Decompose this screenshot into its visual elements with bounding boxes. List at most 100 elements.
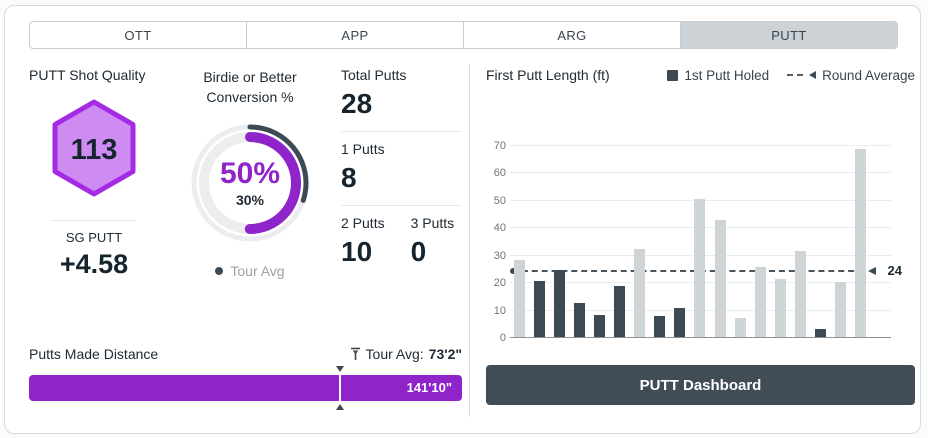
round-average-arrow-icon bbox=[868, 267, 876, 276]
bar-hole-10 bbox=[694, 198, 706, 337]
ytick-70: 70 bbox=[493, 140, 506, 152]
tab-ott[interactable]: OTT bbox=[124, 27, 152, 43]
tour-avg-position-marker bbox=[335, 366, 344, 410]
first-putt-length-chart: 24 0 10 20 30 40 50 60 70 bbox=[486, 140, 902, 344]
total-putts-row: Total Putts 28 bbox=[341, 67, 462, 132]
legend-round-avg-label: Round Average bbox=[822, 67, 915, 83]
total-putts-label: Total Putts bbox=[341, 67, 407, 83]
ytick-40: 40 bbox=[493, 222, 506, 235]
bar-hole-6-holed bbox=[614, 286, 626, 337]
bar-hole-7 bbox=[634, 249, 646, 337]
shot-quality-block: PUTT Shot Quality 113 SG PUTT +4.58 bbox=[29, 67, 159, 280]
right-panel: First Putt Length (ft) 1st Putt Holed Ro… bbox=[486, 58, 915, 433]
bar-hole-15 bbox=[794, 250, 806, 337]
ytick-60: 60 bbox=[493, 167, 506, 180]
legend-holed: 1st Putt Holed bbox=[667, 68, 769, 83]
putts-made-distance-bar[interactable]: 141'10" bbox=[29, 366, 462, 410]
marker-down-arrow-icon bbox=[335, 366, 344, 372]
shot-quality-hexagon: 113 bbox=[48, 97, 140, 204]
round-average-value: 24 bbox=[887, 263, 902, 279]
bar-hole-14 bbox=[774, 279, 786, 337]
dashed-line-icon bbox=[787, 74, 804, 76]
tour-avg-value: 73'2" bbox=[428, 346, 462, 362]
tab-arg[interactable]: ARG bbox=[463, 22, 680, 48]
tour-avg-legend: Tour Avg bbox=[159, 263, 341, 279]
shot-quality-score: 113 bbox=[70, 134, 118, 166]
putts-made-distance-header: Putts Made Distance Tour Avg: 73'2" bbox=[29, 346, 462, 362]
bar-hole-13 bbox=[754, 267, 766, 337]
bar-hole-18 bbox=[854, 149, 866, 337]
bar-hole-5-holed bbox=[594, 315, 606, 337]
player-conversion-pct: 50% bbox=[219, 156, 281, 190]
club-category-tabs: OTT APP ARG PUTT bbox=[29, 21, 898, 49]
first-putt-title: First Putt Length (ft) bbox=[486, 67, 610, 83]
round-average-dot-icon bbox=[510, 268, 516, 275]
tab-putt[interactable]: PUTT bbox=[680, 22, 897, 48]
two-putts-cell: 2 Putts 10 bbox=[341, 215, 385, 268]
one-putts-label: 1 Putts bbox=[341, 141, 385, 157]
bar-hole-12 bbox=[734, 317, 746, 337]
hexagon-icon bbox=[52, 99, 136, 197]
tour-avg-prefix: Tour Avg: bbox=[365, 346, 424, 362]
shot-quality-title: PUTT Shot Quality bbox=[29, 67, 146, 83]
total-putts-value: 28 bbox=[341, 88, 373, 119]
bar-hole-16-holed bbox=[814, 328, 826, 337]
vertical-divider bbox=[469, 64, 470, 417]
conversion-block: Birdie or Better Conversion % 50% 30% bbox=[159, 67, 341, 280]
gridline-0 bbox=[510, 337, 891, 338]
tab-app[interactable]: APP bbox=[246, 22, 463, 48]
stats-card: OTT APP ARG PUTT PUTT Shot Quality 113 SG P… bbox=[4, 5, 921, 434]
one-putts-row: 1 Putts 8 bbox=[341, 141, 462, 206]
left-triangle-icon bbox=[809, 71, 817, 79]
putt-dashboard-button[interactable]: PUTT Dashboard bbox=[486, 365, 915, 405]
donut-center-values: 50% 30% bbox=[184, 117, 316, 249]
bar-hole-2-holed bbox=[534, 280, 546, 337]
conversion-donut: 50% 30% bbox=[184, 117, 316, 249]
bar-hole-4-holed bbox=[574, 302, 586, 337]
two-putts-label: 2 Putts bbox=[341, 215, 385, 231]
putts-made-distance-value: 141'10" bbox=[406, 380, 452, 395]
bar-hole-17 bbox=[834, 282, 846, 337]
holed-square-icon bbox=[667, 69, 679, 81]
tour-avg-marker-icon bbox=[350, 347, 360, 360]
tour-avg-legend-label: Tour Avg bbox=[230, 263, 285, 279]
ytick-20: 20 bbox=[493, 277, 506, 290]
bar-hole-11 bbox=[714, 220, 726, 337]
three-putts-cell: 3 Putts 0 bbox=[411, 215, 455, 268]
sg-putt-label: SG PUTT bbox=[65, 230, 123, 245]
one-putts-value: 8 bbox=[341, 162, 357, 193]
donut-gauge-icon bbox=[191, 124, 309, 242]
ytick-10: 10 bbox=[493, 304, 506, 317]
sg-putt-value: +4.58 bbox=[59, 249, 129, 279]
ytick-0: 0 bbox=[499, 332, 506, 344]
tour-avg-dot-icon bbox=[215, 267, 224, 275]
gridline-60 bbox=[510, 172, 891, 174]
putts-made-distance-section: Putts Made Distance Tour Avg: 73'2" bbox=[29, 346, 462, 410]
bar-hole-3-holed bbox=[554, 269, 566, 337]
bar-hole-8-holed bbox=[654, 316, 666, 337]
legend-holed-label: 1st Putt Holed bbox=[684, 67, 770, 83]
gridline-70 bbox=[510, 145, 891, 146]
chart-legend: 1st Putt Holed Round Average bbox=[667, 68, 915, 83]
chart-plot-area: 24 0 10 20 30 40 50 60 70 bbox=[494, 140, 902, 344]
two-putts-value: 10 bbox=[341, 236, 373, 267]
round-average-line: 24 bbox=[510, 263, 902, 278]
putts-made-distance-title: Putts Made Distance bbox=[29, 346, 159, 362]
ytick-30: 30 bbox=[493, 249, 506, 262]
legend-round-average: Round Average bbox=[787, 68, 915, 83]
stats-row: PUTT Shot Quality 113 SG PUTT +4.58 Bird… bbox=[29, 58, 462, 280]
three-putts-value: 0 bbox=[410, 236, 427, 267]
divider bbox=[52, 220, 136, 221]
putt-counts-block: Total Putts 28 1 Putts 8 2 Putts 10 3 P bbox=[341, 67, 462, 280]
two-three-putts-row: 2 Putts 10 3 Putts 0 bbox=[341, 215, 462, 279]
bar-hole-9-holed bbox=[674, 308, 686, 337]
tour-conversion-pct: 30% bbox=[235, 191, 265, 208]
card-content: PUTT Shot Quality 113 SG PUTT +4.58 Bird… bbox=[5, 58, 920, 433]
putts-made-tour-avg: Tour Avg: 73'2" bbox=[350, 346, 462, 362]
first-putt-header: First Putt Length (ft) 1st Putt Holed Ro… bbox=[486, 58, 915, 83]
marker-up-arrow-icon bbox=[335, 404, 344, 410]
conversion-title: Birdie or Better Conversion % bbox=[203, 69, 297, 105]
left-panel: PUTT Shot Quality 113 SG PUTT +4.58 Bird… bbox=[29, 58, 462, 433]
ytick-50: 50 bbox=[493, 194, 506, 207]
three-putts-label: 3 Putts bbox=[410, 215, 455, 231]
